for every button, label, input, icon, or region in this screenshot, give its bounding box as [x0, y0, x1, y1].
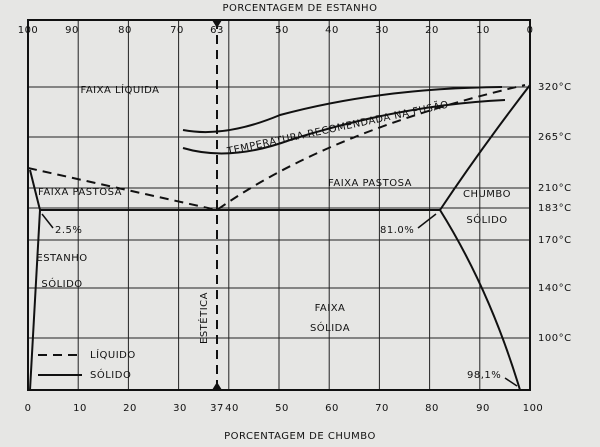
region-label: FAIXA PASTOSA — [38, 187, 122, 198]
region-label: ESTÉTICA — [197, 292, 210, 344]
region-label: SÓLIDA — [310, 321, 350, 334]
top-tick-label: 70 — [170, 25, 184, 36]
right-tick-label: 210°C — [538, 183, 572, 194]
annotation: 98,1% — [467, 370, 501, 381]
right-tick-label: 140°C — [538, 283, 572, 294]
lead-solvus — [439, 209, 521, 391]
liquidus — [27, 84, 526, 212]
frame — [27, 19, 531, 391]
region-label: CHUMBO — [463, 189, 511, 200]
region-label: SÓLIDO — [41, 277, 82, 290]
bottom-tick-label: 30 — [173, 403, 187, 414]
region-label: FAIXA LÍQUIDA — [80, 83, 159, 96]
bottom-tick-label: 0 — [25, 403, 32, 414]
bottom-tick-label: 80 — [425, 403, 439, 414]
right-tick-label: 183°C — [538, 203, 572, 214]
bottom-tick-label: 40 — [225, 403, 239, 414]
annotation: 81.0% — [380, 225, 414, 236]
top-tick-label: 90 — [65, 25, 79, 36]
top-tick-label: 30 — [375, 25, 389, 36]
legend-label: SÓLIDO — [90, 368, 131, 381]
region-label: SÓLIDO — [466, 213, 507, 226]
right-tick-label: 100°C — [538, 333, 572, 344]
top-tick-label: 50 — [275, 25, 289, 36]
bottom-tick-label: 100 — [523, 403, 544, 414]
band-lower — [182, 99, 506, 155]
top-tick-label: 10 — [476, 25, 490, 36]
bottom-axis-title: PORCENTAGEM DE CHUMBO — [224, 431, 376, 442]
annotation-arrow — [417, 213, 437, 229]
bottom-tick-label: 50 — [275, 403, 289, 414]
annotation-arrow — [504, 377, 518, 387]
tin-solidus — [29, 169, 42, 391]
annotation-arrow — [41, 213, 54, 229]
right-tick-label: 265°C — [538, 132, 572, 143]
top-tick-label: 0 — [527, 25, 534, 36]
legend-label: LÍQUIDO — [90, 348, 136, 361]
right-tick-label: 170°C — [538, 235, 572, 246]
band-upper — [182, 86, 503, 134]
top-tick-label: 20 — [425, 25, 439, 36]
bottom-tick-label: 37 — [210, 403, 224, 414]
right-tick-label: 320°C — [538, 82, 572, 93]
region-label: FAIXA PASTOSA — [328, 178, 412, 189]
bottom-tick-label: 70 — [375, 403, 389, 414]
region-label: TEMPERATURA RECOMENDADA NA FUSÃO — [225, 98, 450, 158]
top-tick-label: 100 — [18, 25, 39, 36]
top-axis-title: PORCENTAGEM DE ESTANHO — [223, 3, 378, 14]
lead-solidus — [439, 84, 531, 211]
bottom-tick-label: 10 — [73, 403, 87, 414]
top-tick-label: 80 — [118, 25, 132, 36]
annotation: 2.5% — [55, 225, 82, 236]
bottom-tick-label: 20 — [123, 403, 137, 414]
top-tick-label: 63 — [210, 25, 224, 36]
region-label: FAIXA — [315, 303, 346, 314]
bottom-tick-label: 60 — [325, 403, 339, 414]
bottom-tick-label: 90 — [476, 403, 490, 414]
region-label: ESTANHO — [36, 253, 87, 264]
grid — [28, 20, 530, 390]
top-tick-label: 40 — [325, 25, 339, 36]
